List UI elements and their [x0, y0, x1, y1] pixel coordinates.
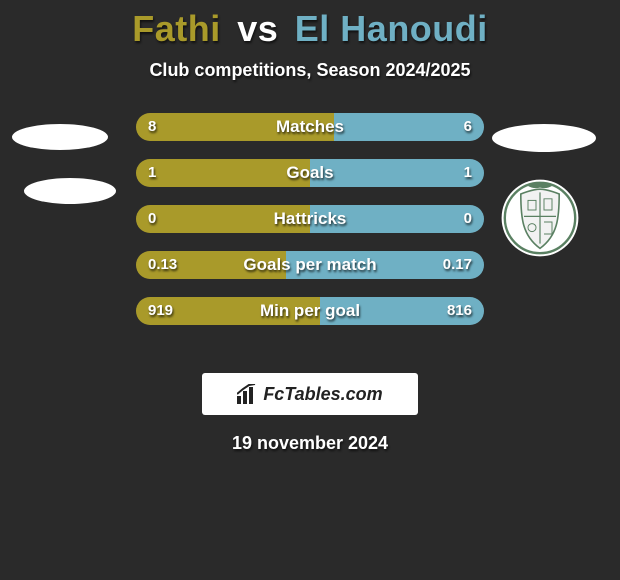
- stat-value-left: 919: [148, 297, 173, 325]
- bar-right: [334, 113, 484, 141]
- stat-row: 0.130.17Goals per match: [136, 251, 484, 279]
- stat-value-right: 816: [447, 297, 472, 325]
- stat-value-right: 0.17: [443, 251, 472, 279]
- bar-left: [136, 205, 310, 233]
- logo-row: FcTables.com: [0, 373, 620, 415]
- stat-row: 919816Min per goal: [136, 297, 484, 325]
- bar-right: [310, 159, 484, 187]
- logo-text: FcTables.com: [263, 384, 382, 405]
- stat-value-right: 0: [464, 205, 472, 233]
- stat-value-left: 0.13: [148, 251, 177, 279]
- player1-name: Fathi: [132, 8, 221, 49]
- date-text: 19 november 2024: [0, 433, 620, 454]
- decorative-ellipse: [12, 124, 108, 150]
- bars-icon: [237, 384, 259, 404]
- stat-row: 11Goals: [136, 159, 484, 187]
- subtitle: Club competitions, Season 2024/2025: [0, 60, 620, 81]
- bar-left: [136, 159, 310, 187]
- bar-right: [310, 205, 484, 233]
- stat-row: 00Hattricks: [136, 205, 484, 233]
- stat-row: 86Matches: [136, 113, 484, 141]
- bar-left: [136, 113, 334, 141]
- stat-value-right: 1: [464, 159, 472, 187]
- bars-container: 86Matches11Goals00Hattricks0.130.17Goals…: [136, 113, 484, 343]
- decorative-ellipse: [24, 178, 116, 204]
- stat-value-left: 1: [148, 159, 156, 187]
- stat-value-left: 8: [148, 113, 156, 141]
- club-crest: [500, 178, 580, 258]
- vs-text: vs: [237, 8, 278, 49]
- stat-value-left: 0: [148, 205, 156, 233]
- decorative-ellipse: [492, 124, 596, 152]
- fctables-logo[interactable]: FcTables.com: [202, 373, 418, 415]
- title: Fathi vs El Hanoudi: [0, 0, 620, 50]
- player2-name: El Hanoudi: [295, 8, 488, 49]
- stat-value-right: 6: [464, 113, 472, 141]
